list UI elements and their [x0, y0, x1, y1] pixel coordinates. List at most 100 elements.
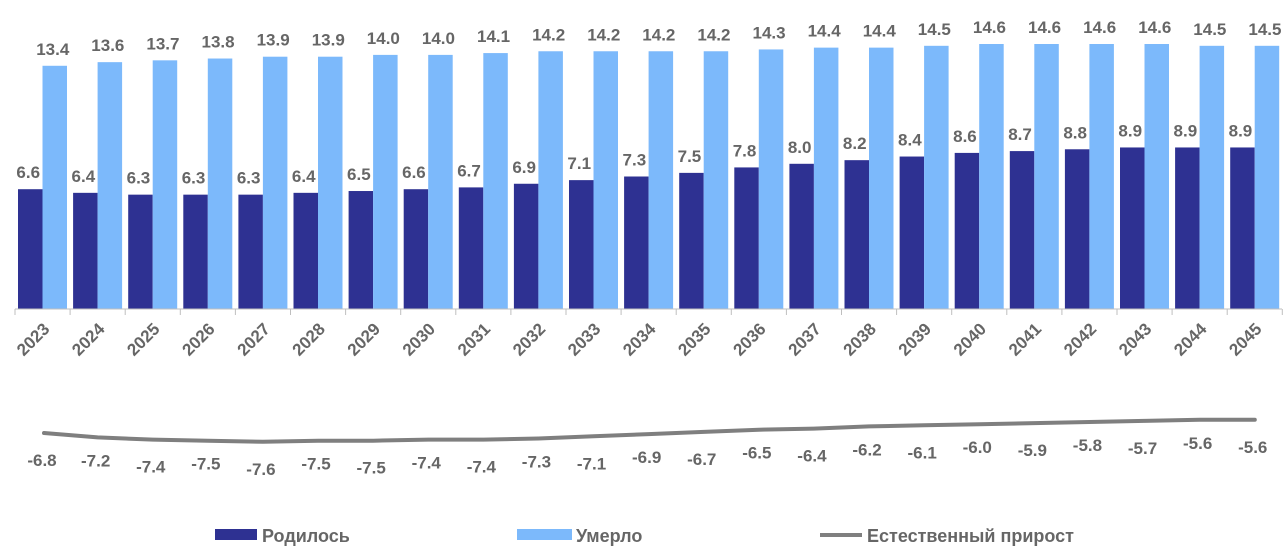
bar-born — [293, 192, 318, 309]
born-value-labels: 6.6 6.4 6.3 6.3 6.3 6.4 6.5 6.6 6.7 6.9 7.1 7.3 7.5 7… — [16, 121, 1252, 187]
bar-died — [979, 44, 1004, 309]
value-label-growth: -7.1 — [577, 454, 606, 473]
value-label-growth: -7.4 — [467, 458, 497, 477]
value-label-died: 14.5 — [1193, 20, 1226, 39]
value-label-died: 14.0 — [367, 29, 400, 48]
value-label-growth: -6.9 — [632, 448, 661, 467]
value-label-died: 14.2 — [532, 25, 565, 44]
value-label-growth: -6.5 — [742, 444, 771, 463]
value-label-born: 6.6 — [402, 163, 426, 182]
legend-item-born: Родилось — [215, 526, 350, 546]
value-label-died: 13.9 — [257, 31, 290, 50]
bar-died — [42, 65, 67, 309]
bar-born — [844, 160, 869, 309]
bar-died — [758, 49, 784, 310]
legend-swatch-born — [215, 529, 257, 540]
x-tick-label: 2027 — [234, 319, 274, 359]
bar-died — [152, 60, 178, 309]
x-tick-label: 2045 — [1225, 319, 1265, 359]
bar-born — [1230, 147, 1255, 309]
legend-label-growth: Естественный прирост — [867, 526, 1074, 546]
value-label-growth: -7.4 — [136, 458, 166, 477]
value-label-died: 14.2 — [587, 25, 620, 44]
value-label-born: 8.9 — [1229, 121, 1253, 140]
value-label-died: 14.5 — [918, 20, 951, 39]
x-tick-label: 2032 — [509, 319, 549, 359]
bar-died — [1034, 44, 1059, 309]
bar-born — [899, 156, 925, 309]
legend-item-died: Умерло — [517, 526, 642, 546]
bar-died — [1089, 44, 1114, 309]
bar-died — [869, 47, 894, 310]
died-bars — [42, 44, 1280, 310]
bar-died — [703, 51, 729, 309]
bar-born — [18, 189, 43, 309]
value-label-born: 7.1 — [567, 154, 591, 173]
value-label-born: 8.8 — [1063, 123, 1087, 142]
x-tick-label: 2043 — [1115, 319, 1155, 359]
growth-value-labels: -6.8 -7.2 -7.4 -7.5 -7.6 -7.5 -7.5 -7.4 -7.4 -7.3… — [27, 434, 1267, 479]
bar-born — [128, 194, 153, 309]
value-label-born: 6.3 — [237, 169, 261, 188]
value-label-growth: -7.5 — [301, 455, 330, 474]
bar-died — [373, 54, 398, 309]
x-tick-label: 2030 — [399, 319, 439, 359]
bar-born — [458, 187, 484, 309]
bar-born — [569, 180, 594, 309]
value-label-growth: -7.2 — [81, 451, 110, 470]
value-label-born: 7.3 — [623, 151, 647, 170]
x-tick-label: 2038 — [840, 319, 880, 359]
bar-died — [593, 51, 618, 309]
bar-born — [73, 192, 98, 309]
value-label-born: 7.5 — [678, 147, 702, 166]
value-label-born: 6.5 — [347, 165, 371, 184]
bar-died — [262, 56, 288, 310]
x-tick-label: 2036 — [729, 319, 769, 359]
value-label-born: 8.7 — [1008, 125, 1032, 144]
value-label-died: 13.9 — [312, 31, 345, 50]
legend-item-growth: Естественный прирост — [820, 526, 1074, 546]
x-tick-label: 2028 — [289, 319, 329, 359]
x-tick-label: 2025 — [123, 319, 163, 359]
x-tick-label: 2040 — [950, 319, 990, 359]
bar-born — [1009, 151, 1035, 309]
x-tick-label: 2034 — [619, 319, 660, 360]
value-label-growth: -5.8 — [1073, 436, 1102, 455]
legend: Родилось Умерло Естественный прирост — [215, 526, 1074, 546]
bar-died — [1144, 44, 1169, 309]
legend-swatch-died — [517, 529, 572, 540]
value-label-died: 14.5 — [1248, 20, 1281, 39]
bar-born — [1064, 149, 1090, 309]
x-tick-label: 2042 — [1060, 319, 1100, 359]
x-tick-label: 2039 — [895, 319, 935, 359]
bar-born — [348, 191, 374, 309]
value-label-growth: -6.7 — [687, 450, 716, 469]
bar-born — [1120, 147, 1145, 309]
bar-died — [97, 62, 123, 310]
value-label-died: 13.6 — [91, 36, 124, 55]
value-label-growth: -7.5 — [357, 459, 386, 478]
value-label-born: 8.6 — [953, 127, 977, 146]
value-label-growth: -6.4 — [797, 447, 827, 466]
value-label-growth: -7.6 — [246, 460, 275, 479]
value-label-died: 14.6 — [1028, 18, 1061, 37]
bar-died — [924, 45, 949, 310]
value-label-born: 8.2 — [843, 134, 867, 153]
value-label-died: 14.2 — [642, 25, 675, 44]
bar-born — [954, 152, 980, 309]
bar-died — [1254, 45, 1280, 310]
x-tick-label: 2041 — [1005, 319, 1045, 359]
bar-born — [238, 194, 263, 309]
value-label-growth: -6.1 — [908, 443, 937, 462]
x-axis-labels: 2023 2024 2025 2026 2027 2028 2029 2030 2031 2032… — [13, 319, 1265, 360]
growth-line — [42, 417, 1257, 444]
value-label-growth: -6.2 — [852, 440, 881, 459]
x-tick-label: 2024 — [68, 319, 109, 360]
bar-died — [207, 58, 233, 309]
value-label-died: 14.4 — [863, 22, 897, 41]
bar-born — [734, 167, 759, 309]
value-label-born: 7.8 — [733, 141, 757, 160]
x-axis-ticks — [14, 309, 1283, 315]
bar-died — [813, 47, 839, 310]
